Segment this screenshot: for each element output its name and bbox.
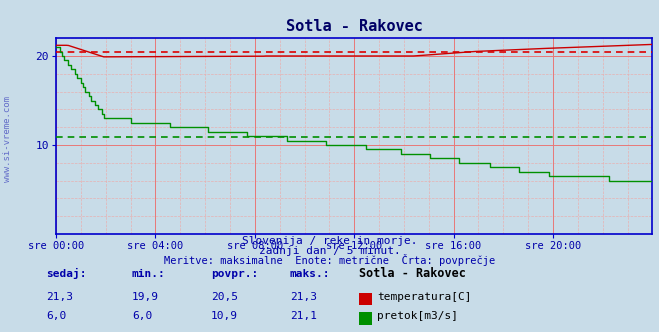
Text: 21,3: 21,3 xyxy=(46,292,73,302)
Text: maks.:: maks.: xyxy=(290,269,330,279)
Text: 6,0: 6,0 xyxy=(46,311,67,321)
Text: Meritve: maksimalne  Enote: metrične  Črta: povprečje: Meritve: maksimalne Enote: metrične Črta… xyxy=(164,254,495,266)
Text: Slovenija / reke in morje.: Slovenija / reke in morje. xyxy=(242,236,417,246)
Text: 19,9: 19,9 xyxy=(132,292,159,302)
Text: sedaj:: sedaj: xyxy=(46,268,86,279)
Text: 10,9: 10,9 xyxy=(211,311,238,321)
Text: Sotla - Rakovec: Sotla - Rakovec xyxy=(359,267,466,280)
Text: 21,1: 21,1 xyxy=(290,311,317,321)
Text: 21,3: 21,3 xyxy=(290,292,317,302)
Text: povpr.:: povpr.: xyxy=(211,269,258,279)
Title: Sotla - Rakovec: Sotla - Rakovec xyxy=(286,19,422,34)
Text: zadnji dan / 5 minut.: zadnji dan / 5 minut. xyxy=(258,246,401,256)
Text: pretok[m3/s]: pretok[m3/s] xyxy=(377,311,458,321)
Text: min.:: min.: xyxy=(132,269,165,279)
Text: 6,0: 6,0 xyxy=(132,311,152,321)
Text: 20,5: 20,5 xyxy=(211,292,238,302)
Text: temperatura[C]: temperatura[C] xyxy=(377,292,471,302)
Text: www.si-vreme.com: www.si-vreme.com xyxy=(3,96,13,183)
